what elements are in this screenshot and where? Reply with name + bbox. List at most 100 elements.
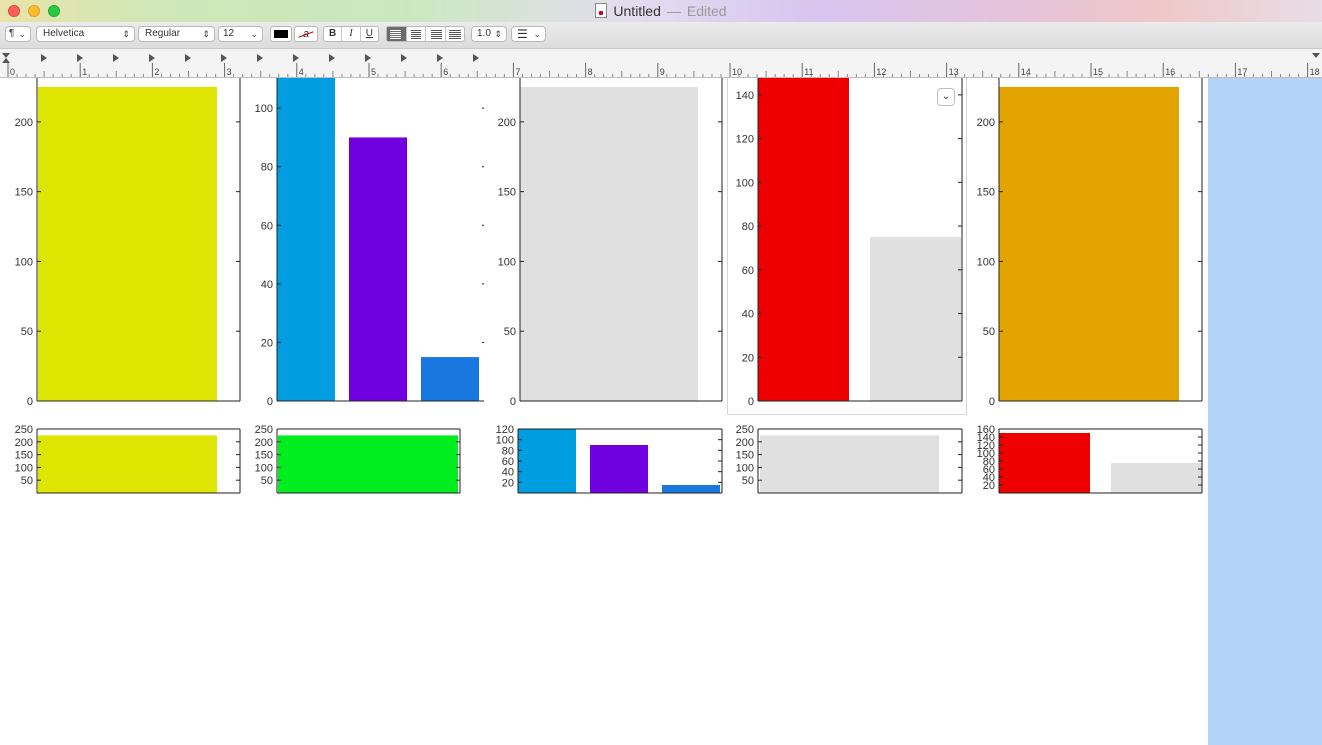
tab-stop-icon[interactable] [149, 54, 155, 62]
tab-stop-icon[interactable] [221, 54, 227, 62]
chart-y-tick-label: 200 [736, 437, 754, 449]
chart-y-tick-label: 50 [21, 475, 33, 487]
bold-button[interactable]: B [324, 27, 343, 41]
highlight-color-button[interactable]: a [294, 26, 318, 42]
tab-stop-icon[interactable] [257, 54, 263, 62]
font-family-popup[interactable]: Helvetica ⇕ [36, 26, 135, 42]
chart-y-tick-label: 120 [496, 424, 514, 436]
ruler-label: 5 [371, 67, 376, 77]
ruler-label: 9 [660, 67, 665, 77]
chart-y-tick-label: 80 [502, 445, 514, 457]
chart-bar [518, 429, 576, 493]
tab-stop-icon[interactable] [401, 54, 407, 62]
ruler-label: 2 [154, 67, 159, 77]
underline-button[interactable]: U [365, 28, 373, 39]
ruler-label: 0 [10, 67, 15, 77]
ruler-label: 1 [82, 67, 87, 77]
tab-stop-icon[interactable] [329, 54, 335, 62]
chart-y-tick-label: 80 [983, 456, 995, 468]
chart-bar [349, 137, 407, 401]
justify-button[interactable] [446, 27, 465, 41]
title-bar[interactable]: Untitled — Edited [0, 0, 1322, 22]
chart-y-tick-label: 100 [977, 448, 995, 460]
ruler-label: 17 [1237, 67, 1247, 77]
right-indent-marker[interactable] [1312, 53, 1320, 58]
italic-button[interactable]: I [342, 27, 361, 41]
chart-row1-col5[interactable]: 0 50 100 150 200 [967, 78, 1208, 415]
ruler-label: 14 [1021, 67, 1031, 77]
tab-stop-icon[interactable] [293, 54, 299, 62]
minimize-window-button[interactable] [28, 5, 40, 17]
align-left-button[interactable] [387, 27, 407, 41]
list-style-popup[interactable]: ☰ ⌄ [511, 26, 546, 42]
font-size-value: 12 [223, 28, 235, 39]
chart-bar [277, 78, 335, 401]
chart-row1-col1[interactable]: 0 50 100 150 200 [0, 78, 242, 415]
font-size-combo[interactable]: 12 ⌄ [218, 26, 263, 42]
chart-y-tick-label: 120 [736, 134, 754, 146]
text-color-well[interactable] [270, 26, 292, 42]
align-center-button[interactable] [407, 27, 426, 41]
ruler-label: 3 [227, 67, 232, 77]
paragraph-style-popup[interactable]: ¶ ⌄ [5, 26, 31, 42]
chart-y-tick-label: 140 [977, 432, 995, 444]
chart-y-tick-label: 60 [742, 265, 754, 277]
chart-y-tick-label: 120 [977, 440, 995, 452]
tab-stop-icon[interactable] [41, 54, 47, 62]
chart-bar [760, 435, 939, 493]
align-right-icon [431, 30, 442, 39]
chart-row1-col3[interactable]: 0 50 100 150 200 [484, 78, 726, 415]
chart-y-tick-label: 60 [261, 220, 273, 232]
document-body[interactable]: 0 50 100 150 200 0 20 40 60 80 100 0 50 100 150 200 0… [0, 78, 1322, 745]
chevron-down-icon: ⌄ [18, 29, 26, 39]
left-indent-marker[interactable] [2, 58, 10, 63]
selected-image-frame[interactable] [727, 78, 967, 415]
chart-y-tick-label: 150 [977, 187, 995, 199]
line-spacing-popup[interactable]: 1.0 ⇕ [471, 26, 507, 42]
highlight-icon: a [302, 28, 310, 40]
chart-y-tick-label: 100 [496, 435, 514, 447]
chart-bar [999, 433, 1090, 493]
tab-stop-icon[interactable] [77, 54, 83, 62]
document-icon[interactable] [595, 3, 608, 18]
tab-stop-icon[interactable] [113, 54, 119, 62]
up-down-arrows-icon: ⇕ [122, 29, 130, 39]
chart-y-tick-label: 40 [983, 472, 995, 484]
document-title[interactable]: Untitled [613, 3, 661, 19]
close-window-button[interactable] [8, 5, 20, 17]
chevron-down-icon: ⌄ [533, 29, 541, 39]
tab-stop-icon[interactable] [437, 54, 443, 62]
tab-stop-icon[interactable] [473, 54, 479, 62]
ruler-label: 4 [299, 67, 304, 77]
text-color-swatch [274, 30, 288, 38]
ruler-label: 8 [588, 67, 593, 77]
chart-bar [758, 78, 849, 401]
ruler-label: 10 [732, 67, 742, 77]
chart-y-tick-label: 150 [498, 187, 516, 199]
align-right-button[interactable] [426, 27, 446, 41]
ruler-label: 12 [876, 67, 886, 77]
first-line-indent-marker[interactable] [2, 53, 10, 58]
tab-stop-icon[interactable] [185, 54, 191, 62]
text-selection-highlight [1208, 78, 1322, 745]
chart-y-tick-label: 200 [498, 117, 516, 129]
chart-row1-col2[interactable]: 0 20 40 60 80 100 [242, 78, 484, 415]
chart-row1-col4[interactable]: 0 20 40 60 80 100 120 140 [727, 78, 967, 415]
tab-stop-icon[interactable] [365, 54, 371, 62]
font-style-popup[interactable]: Regular ⇕ [138, 26, 215, 42]
ruler-label: 11 [804, 67, 813, 77]
chevron-down-icon: ⌄ [250, 29, 258, 39]
chart-bar [278, 435, 458, 493]
title-separator: — [666, 3, 681, 19]
ruler[interactable]: 0 1 2 3 4 5 6 7 8 9 10 11 12 13 14 15 16 17 18 [0, 48, 1322, 78]
zoom-window-button[interactable] [48, 5, 60, 17]
chart-y-tick-label: 100 [15, 256, 33, 268]
chart-bar [38, 435, 217, 493]
image-menu-button[interactable]: ⌄ [937, 88, 955, 106]
